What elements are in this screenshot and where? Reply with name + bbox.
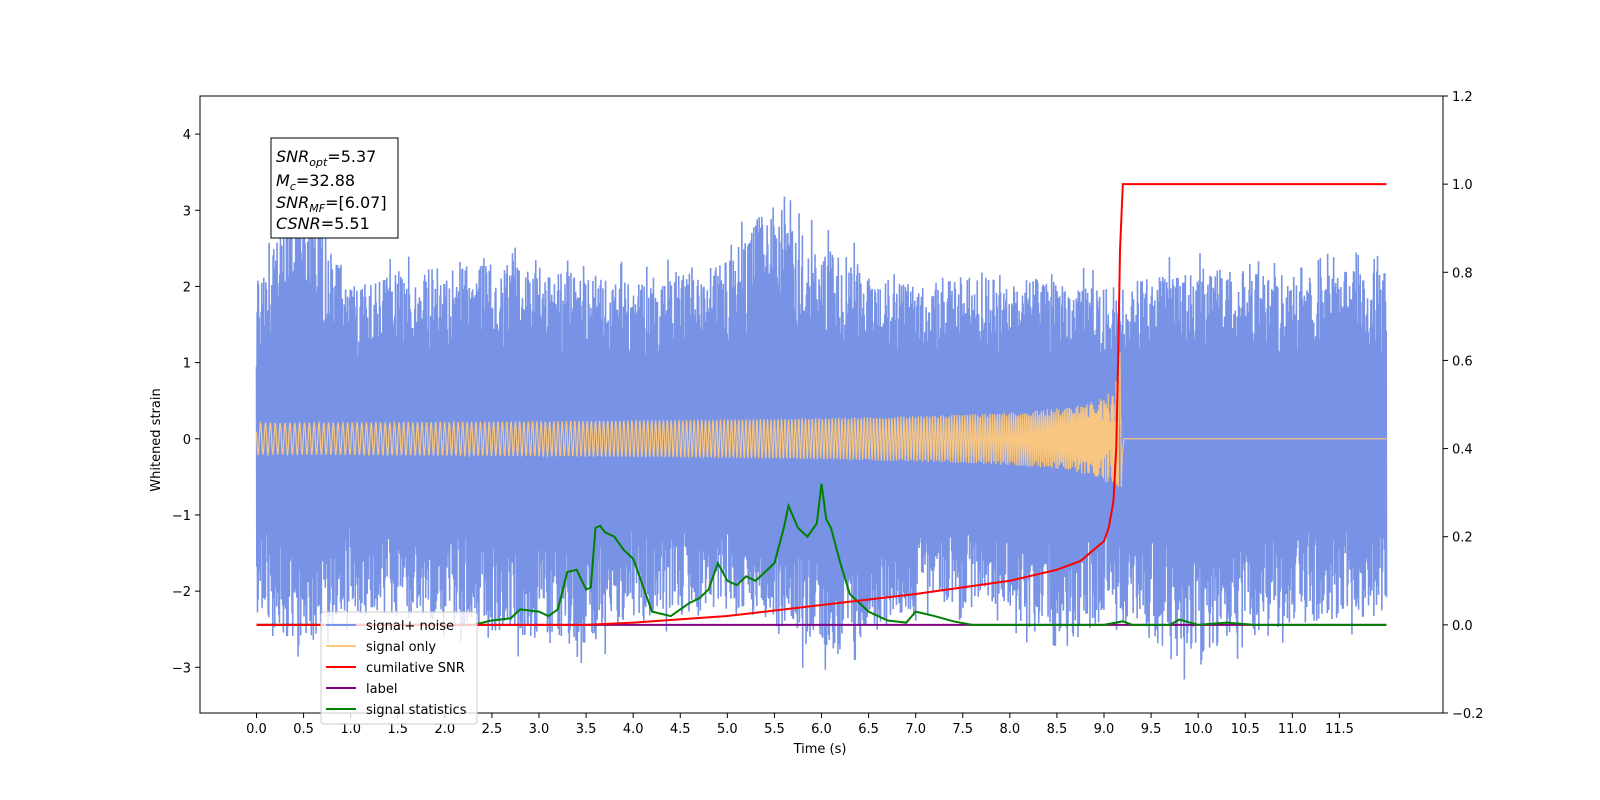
x-tick-label: 3.0 [529, 722, 550, 737]
annotation-snr-opt: SNRopt=5.37 [276, 147, 376, 169]
x-tick-label: 7.0 [905, 722, 926, 737]
y2-tick-label: −0.2 [1452, 707, 1484, 722]
mc-sub: c [290, 180, 296, 193]
mc-name: M [276, 171, 290, 190]
snr-mf-name: SNR [276, 193, 309, 212]
x-tick-label: 6.0 [811, 722, 832, 737]
x-tick-label: 9.0 [1094, 722, 1115, 737]
snr-mf-sub: MF [309, 202, 325, 215]
snr-mf-value: =[6.07] [325, 193, 387, 212]
legend-label-signal-statistics: signal statistics [366, 703, 467, 718]
legend: signal+ noise signal only cumilative SNR… [320, 611, 478, 725]
x-tick-label: 9.5 [1141, 722, 1162, 737]
series-signal-only [255, 352, 1387, 487]
x-tick-label: 1.5 [387, 722, 408, 737]
snr-opt-sub: opt [309, 156, 328, 169]
y-tick-label: −2 [172, 585, 191, 600]
x-tick-label: 5.0 [717, 722, 738, 737]
x-tick-label: 2.5 [482, 722, 503, 737]
y-axis-left: 4 3 2 1 0 −1 −2 −3 [172, 128, 200, 676]
x-tick-label: 4.0 [623, 722, 644, 737]
y2-tick-label: 0.6 [1452, 354, 1473, 369]
y2-tick-label: 1.2 [1452, 90, 1473, 105]
y-tick-label: 4 [183, 128, 191, 143]
y2-tick-label: 0.2 [1452, 531, 1473, 546]
x-tick-label: 4.5 [670, 722, 691, 737]
annotation-box: SNRopt=5.37 Mc=32.88 SNRMF=[6.07] CSNR=5… [270, 137, 399, 239]
y-tick-label: −1 [172, 509, 191, 524]
csnr-value: =5.51 [321, 214, 370, 233]
y2-tick-label: 1.0 [1452, 178, 1473, 193]
y2-tick-label: 0.0 [1452, 619, 1473, 634]
y-tick-label: 1 [183, 357, 191, 372]
series-signal-noise [255, 174, 1388, 680]
annotation-frame [270, 137, 399, 239]
legend-label-cumulative-snr: cumilative SNR [366, 661, 465, 676]
x-tick-label: 5.5 [764, 722, 785, 737]
x-tick-label: 11.0 [1278, 722, 1307, 737]
x-tick-label: 8.0 [999, 722, 1020, 737]
legend-label-label: label [366, 682, 397, 697]
y2-tick-label: 0.8 [1452, 266, 1473, 281]
legend-label-signal-noise: signal+ noise [366, 619, 454, 634]
y-tick-label: 0 [183, 433, 191, 448]
x-tick-label: 8.5 [1047, 722, 1068, 737]
x-axis-label: Time (s) [793, 742, 847, 757]
x-tick-label: 0.5 [293, 722, 314, 737]
series-signal-statistics [256, 483, 1387, 626]
x-tick-label: 6.5 [858, 722, 879, 737]
y-tick-label: 2 [183, 280, 191, 295]
x-tick-label: 10.0 [1184, 722, 1213, 737]
annotation-csnr: CSNR=5.51 [276, 214, 370, 233]
y-tick-label: 3 [183, 204, 191, 219]
y2-tick-label: 0.4 [1452, 443, 1473, 458]
x-axis: 0.0 0.5 1.0 1.5 2.0 2.5 3.0 3.5 4.0 4.5 5.0 5.5 6.0 6… [246, 713, 1354, 737]
annotation-snr-mf: SNRMF=[6.07] [276, 193, 387, 215]
x-tick-label: 1.0 [340, 722, 361, 737]
y-axis-label: Whitened strain [149, 388, 164, 491]
snr-opt-value: =5.37 [327, 147, 376, 166]
series-cumulative-snr [256, 183, 1387, 626]
snr-opt-name: SNR [276, 147, 309, 166]
y-tick-label: −3 [172, 661, 191, 676]
x-tick-label: 7.5 [952, 722, 973, 737]
csnr-name: CSNR [276, 214, 321, 233]
mc-value: =32.88 [296, 171, 355, 190]
x-tick-label: 11.5 [1325, 722, 1354, 737]
legend-label-signal-only: signal only [366, 640, 436, 655]
series-layer [255, 174, 1388, 680]
x-tick-label: 10.5 [1231, 722, 1260, 737]
x-tick-label: 3.5 [576, 722, 597, 737]
x-tick-label: 2.0 [434, 722, 455, 737]
annotation-mc: Mc=32.88 [276, 171, 355, 193]
x-tick-label: 0.0 [246, 722, 267, 737]
y-axis-right: 1.2 1.0 0.8 0.6 0.4 0.2 0.0 −0.2 [1443, 90, 1484, 722]
legend-frame [320, 611, 478, 725]
